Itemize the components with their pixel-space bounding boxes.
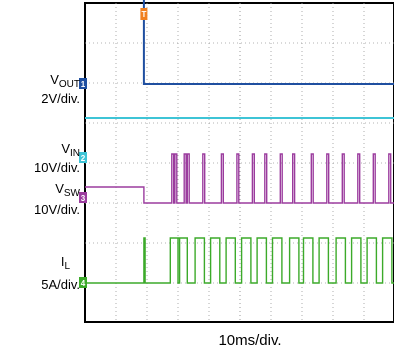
vin-scale: 10V/div. — [34, 160, 80, 175]
channel-4-marker-label: 4 — [81, 279, 86, 288]
vin-label-main: V — [61, 141, 70, 156]
traces: 1 2 3 4 — [79, 0, 394, 288]
il-label: IL — [61, 254, 71, 272]
channel-3-marker — [79, 192, 87, 203]
vsw-label-main: V — [55, 181, 64, 196]
il-scale: 5A/div. — [41, 277, 80, 292]
channel-4-marker — [79, 277, 87, 288]
channel-2-marker-label: 2 — [81, 154, 86, 163]
channel-3-marker-label: 3 — [81, 194, 86, 203]
vin-label-sub: IN — [70, 148, 80, 159]
x-axis-label: 10ms/div. — [218, 332, 281, 349]
vout-scale: 2V/div. — [41, 91, 80, 106]
vsw-trace — [85, 153, 394, 204]
il-trace — [85, 237, 394, 284]
channel-1-marker-label: 1 — [81, 80, 86, 89]
vout-trace — [142, 0, 394, 85]
trigger-marker-label: T — [141, 10, 146, 19]
channel-1-marker — [79, 78, 87, 89]
vout-label: VOUT — [50, 72, 80, 90]
vsw-label: VSW — [55, 181, 80, 199]
il-label-main: I — [61, 254, 65, 269]
vin-label: VIN — [61, 141, 80, 159]
trigger-marker: T — [140, 8, 148, 20]
vout-label-main: V — [50, 72, 59, 87]
vout-label-sub: OUT — [59, 79, 80, 90]
il-label-sub: L — [64, 261, 70, 272]
vsw-label-sub: SW — [64, 188, 81, 199]
channel-2-marker — [79, 152, 87, 163]
vsw-scale: 10V/div. — [34, 202, 80, 217]
